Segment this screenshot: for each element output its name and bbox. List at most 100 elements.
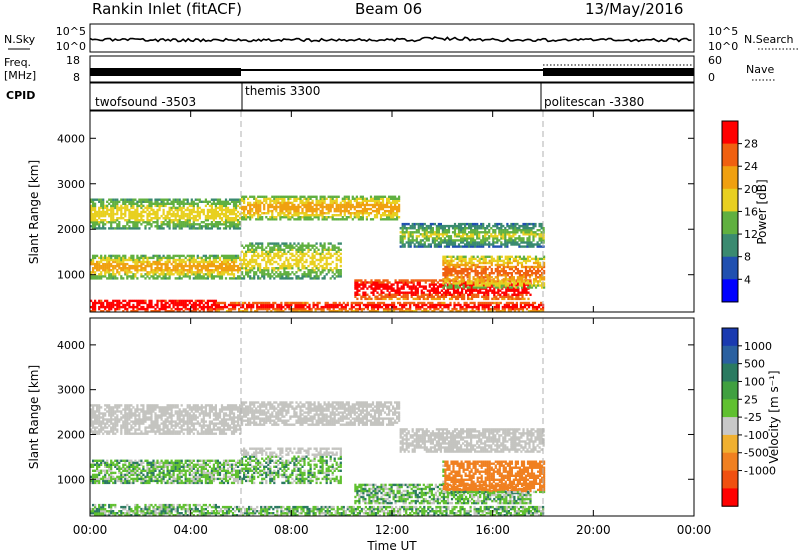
power-echo-cell	[229, 301, 233, 305]
power-echo-cell	[508, 261, 511, 265]
power-echo-cell	[458, 257, 461, 261]
power-echo-cell	[470, 222, 473, 226]
power-echo-cell	[216, 198, 219, 201]
power-echo-cell	[333, 218, 336, 221]
power-echo-cell	[118, 264, 121, 268]
power-echo-cell	[509, 310, 512, 313]
power-echo-cell	[328, 307, 331, 311]
power-echo-cell	[482, 255, 485, 258]
power-echo-cell	[281, 201, 284, 205]
power-echo-cell	[403, 237, 406, 240]
power-echo-cell	[295, 209, 298, 213]
power-echo-cell	[378, 283, 381, 286]
power-echo-cell	[180, 260, 183, 264]
power-echo-cell	[472, 235, 475, 238]
power-echo-cell	[496, 237, 499, 240]
power-echo-cell	[530, 274, 534, 277]
power-echo-cell	[541, 257, 544, 261]
power-echo-cell	[116, 254, 119, 258]
power-echo-cell	[224, 262, 228, 266]
power-echo-cell	[253, 275, 256, 278]
power-echo-cell	[409, 241, 412, 244]
power-echo-cell	[136, 260, 139, 264]
power-echo-cell	[422, 293, 425, 296]
power-echo-cell	[182, 202, 185, 205]
power-echo-cell	[373, 201, 377, 205]
power-echo-cell	[98, 214, 101, 218]
power-echo-cell	[331, 195, 334, 198]
power-echo-cell	[486, 227, 489, 230]
power-echo-cell	[112, 267, 115, 270]
power-echo-cell	[417, 235, 420, 238]
power-echo-cell	[482, 265, 485, 269]
power-echo-cell	[170, 299, 173, 303]
power-echo-cell	[192, 219, 195, 222]
power-echo-cell	[267, 209, 270, 213]
power-echo-cell	[176, 267, 179, 270]
power-echo-cell	[424, 279, 427, 282]
power-echo-cell	[536, 245, 539, 248]
power-echo-cell	[427, 231, 430, 234]
power-echo-cell	[268, 301, 271, 305]
power-echo-cell	[194, 277, 197, 280]
power-echo-cell	[255, 271, 258, 274]
power-echo-cell	[456, 284, 459, 287]
power-echo-cell	[437, 227, 440, 230]
power-echo-cell	[279, 212, 282, 215]
power-echo-cell	[449, 301, 452, 305]
power-echo-cell	[208, 275, 211, 278]
power-echo-cell	[494, 282, 497, 285]
power-echo-cell	[228, 262, 232, 266]
power-echo-cell	[120, 208, 123, 212]
power-echo-cell	[182, 275, 185, 278]
power-echo-cell	[538, 224, 541, 228]
power-echo-cell	[528, 269, 532, 273]
power-echo-cell	[413, 224, 416, 228]
power-echo-cell	[130, 299, 133, 303]
power-echo-cell	[210, 303, 213, 307]
power-echo-cell	[90, 258, 93, 262]
power-echo-cell	[148, 262, 151, 266]
power-echo-cell	[228, 277, 232, 280]
power-echo-cell	[150, 264, 153, 268]
power-echo-cell	[478, 286, 481, 289]
power-echo-cell	[251, 242, 254, 245]
power-echo-cell	[198, 299, 201, 303]
power-echo-cell	[525, 291, 528, 294]
power-echo-cell	[521, 301, 525, 305]
power-echo-cell	[168, 305, 171, 309]
power-echo-cell	[136, 221, 139, 224]
power-echo-cell	[168, 217, 171, 220]
power-echo-cell	[490, 282, 493, 285]
power-echo-cell	[192, 223, 195, 226]
power-echo-cell	[460, 263, 463, 267]
power-echo-cell	[420, 293, 423, 296]
power-echo-cell	[170, 221, 173, 224]
power-echo-cell	[407, 301, 410, 305]
power-echo-cell	[486, 224, 489, 228]
power-echo-cell	[492, 235, 495, 238]
power-echo-cell	[373, 209, 377, 213]
power-echo-cell	[370, 283, 373, 286]
power-echo-cell	[404, 291, 407, 294]
power-echo-cell	[186, 254, 189, 258]
power-echo-cell	[492, 272, 495, 275]
power-echo-cell	[504, 237, 507, 240]
power-echo-cell	[432, 279, 435, 282]
power-echo-cell	[492, 229, 495, 232]
power-echo-cell	[528, 255, 532, 258]
power-echo-cell	[407, 233, 410, 236]
power-echo-cell	[150, 223, 153, 226]
power-echo-cell	[210, 310, 213, 313]
power-echo-cell	[490, 235, 493, 238]
power-echo-cell	[534, 274, 538, 277]
power-echo-cell	[282, 305, 285, 309]
power-echo-cell	[122, 303, 125, 307]
power-echo-cell	[366, 287, 369, 290]
power-echo-cell	[188, 267, 191, 270]
power-echo-cell	[134, 273, 137, 276]
power-echo-cell	[450, 269, 453, 273]
power-echo-cell	[496, 284, 499, 287]
power-echo-cell	[198, 210, 201, 214]
power-echo-cell	[425, 227, 428, 230]
